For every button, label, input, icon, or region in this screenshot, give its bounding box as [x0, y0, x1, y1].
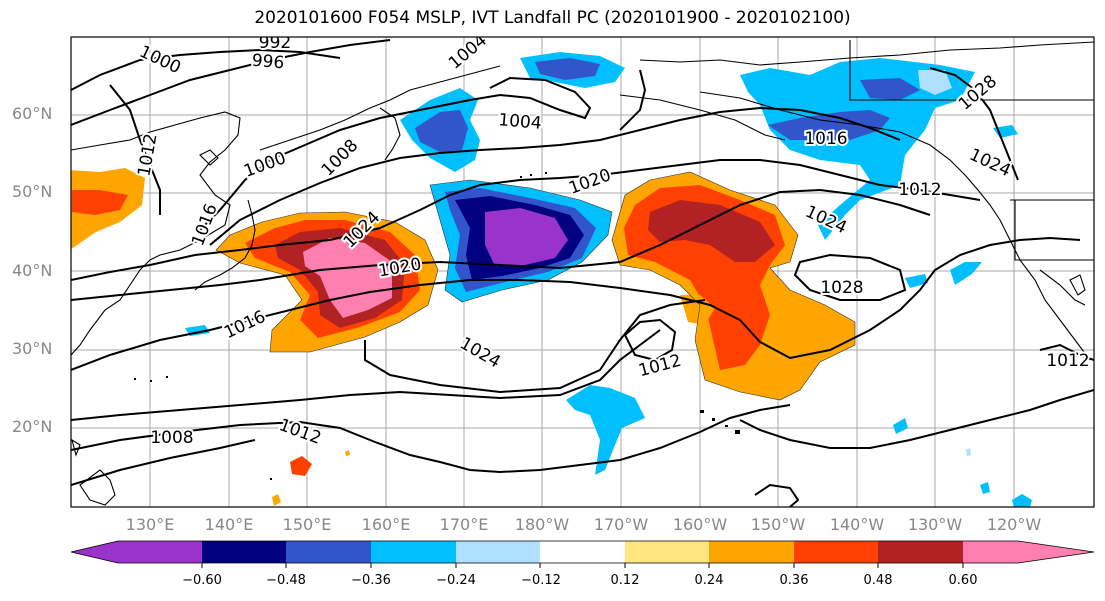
colorbar-bin: [709, 541, 794, 563]
ivt-negative-central: [430, 180, 612, 302]
isobar-label: 1012: [1046, 351, 1089, 371]
colorbar-bin: [794, 541, 878, 563]
ivt-negative-gulf-of-alaska: [740, 58, 975, 240]
colorbar-tick-label: −0.24: [436, 573, 476, 588]
isobar-label: 992: [259, 33, 291, 53]
ivt-positive-small-patches: [272, 450, 350, 506]
colorbar-extend-max: [963, 541, 1094, 563]
lat-label-40n: 40°N: [12, 261, 53, 280]
colorbar-extend-min: [71, 541, 202, 563]
lon-label-130w: 130°W: [907, 515, 963, 534]
colorbar-tick-label: −0.12: [521, 573, 561, 588]
map-frame: [70, 36, 1095, 508]
lat-label-60n: 60°N: [12, 104, 53, 123]
colorbar-bin: [202, 541, 286, 563]
colorbar-outline: [70, 540, 1095, 564]
map-title: 2020101600 F054 MSLP, IVT Landfall PC (2…: [254, 8, 851, 28]
lon-label-130e: 130°E: [125, 515, 175, 534]
isobar-label: 1004: [498, 110, 543, 134]
isobar-label: 1008: [150, 428, 193, 448]
isobars: [71, 39, 1094, 507]
colorbar-tick-label: 0.24: [694, 573, 724, 588]
lon-label-170w: 170°W: [593, 515, 649, 534]
colorbar-bin: [286, 541, 371, 563]
isobar-label: 1012: [898, 180, 941, 200]
lon-label-160e: 160°E: [361, 515, 411, 534]
isobar-label: 1016: [804, 129, 847, 149]
lon-label-180w: 180°W: [514, 515, 570, 534]
lon-label-150e: 150°E: [282, 515, 332, 534]
colorbar-tick-label: 0.12: [610, 573, 640, 588]
colorbar-bin: [878, 541, 963, 563]
lon-label-160w: 160°W: [672, 515, 728, 534]
colorbar-tick-label: −0.36: [351, 573, 391, 588]
colorbar-tick-label: 0.60: [948, 573, 978, 588]
colorbar-tick-label: 0.36: [779, 573, 809, 588]
colorbar-bin: [625, 541, 709, 563]
colorbar: [70, 540, 1095, 568]
colorbar-tick-label: −0.48: [266, 573, 306, 588]
ivt-outlines: [215, 171, 856, 401]
colorbar-tick-label: 0.48: [863, 573, 893, 588]
isobar-label: 996: [251, 51, 285, 74]
lon-label-120w: 120°W: [986, 515, 1042, 534]
colorbar-bin: [371, 541, 456, 563]
colorbar-tick-label: −0.60: [182, 573, 222, 588]
colorbar-bin: [456, 541, 540, 563]
ivt-negative-small-patches: [185, 125, 1032, 507]
lon-label-170e: 170°E: [439, 515, 489, 534]
isobar-label: 1028: [820, 278, 863, 298]
colorbar-bin: [540, 541, 625, 563]
lon-label-140w: 140°W: [829, 515, 885, 534]
islands: [134, 172, 740, 480]
lon-label-150w: 150°W: [750, 515, 806, 534]
coastlines: [71, 40, 1094, 506]
lon-label-140e: 140°E: [204, 515, 254, 534]
lat-label-30n: 30°N: [12, 339, 53, 358]
lat-label-20n: 20°N: [12, 417, 53, 436]
lat-label-50n: 50°N: [12, 182, 53, 201]
